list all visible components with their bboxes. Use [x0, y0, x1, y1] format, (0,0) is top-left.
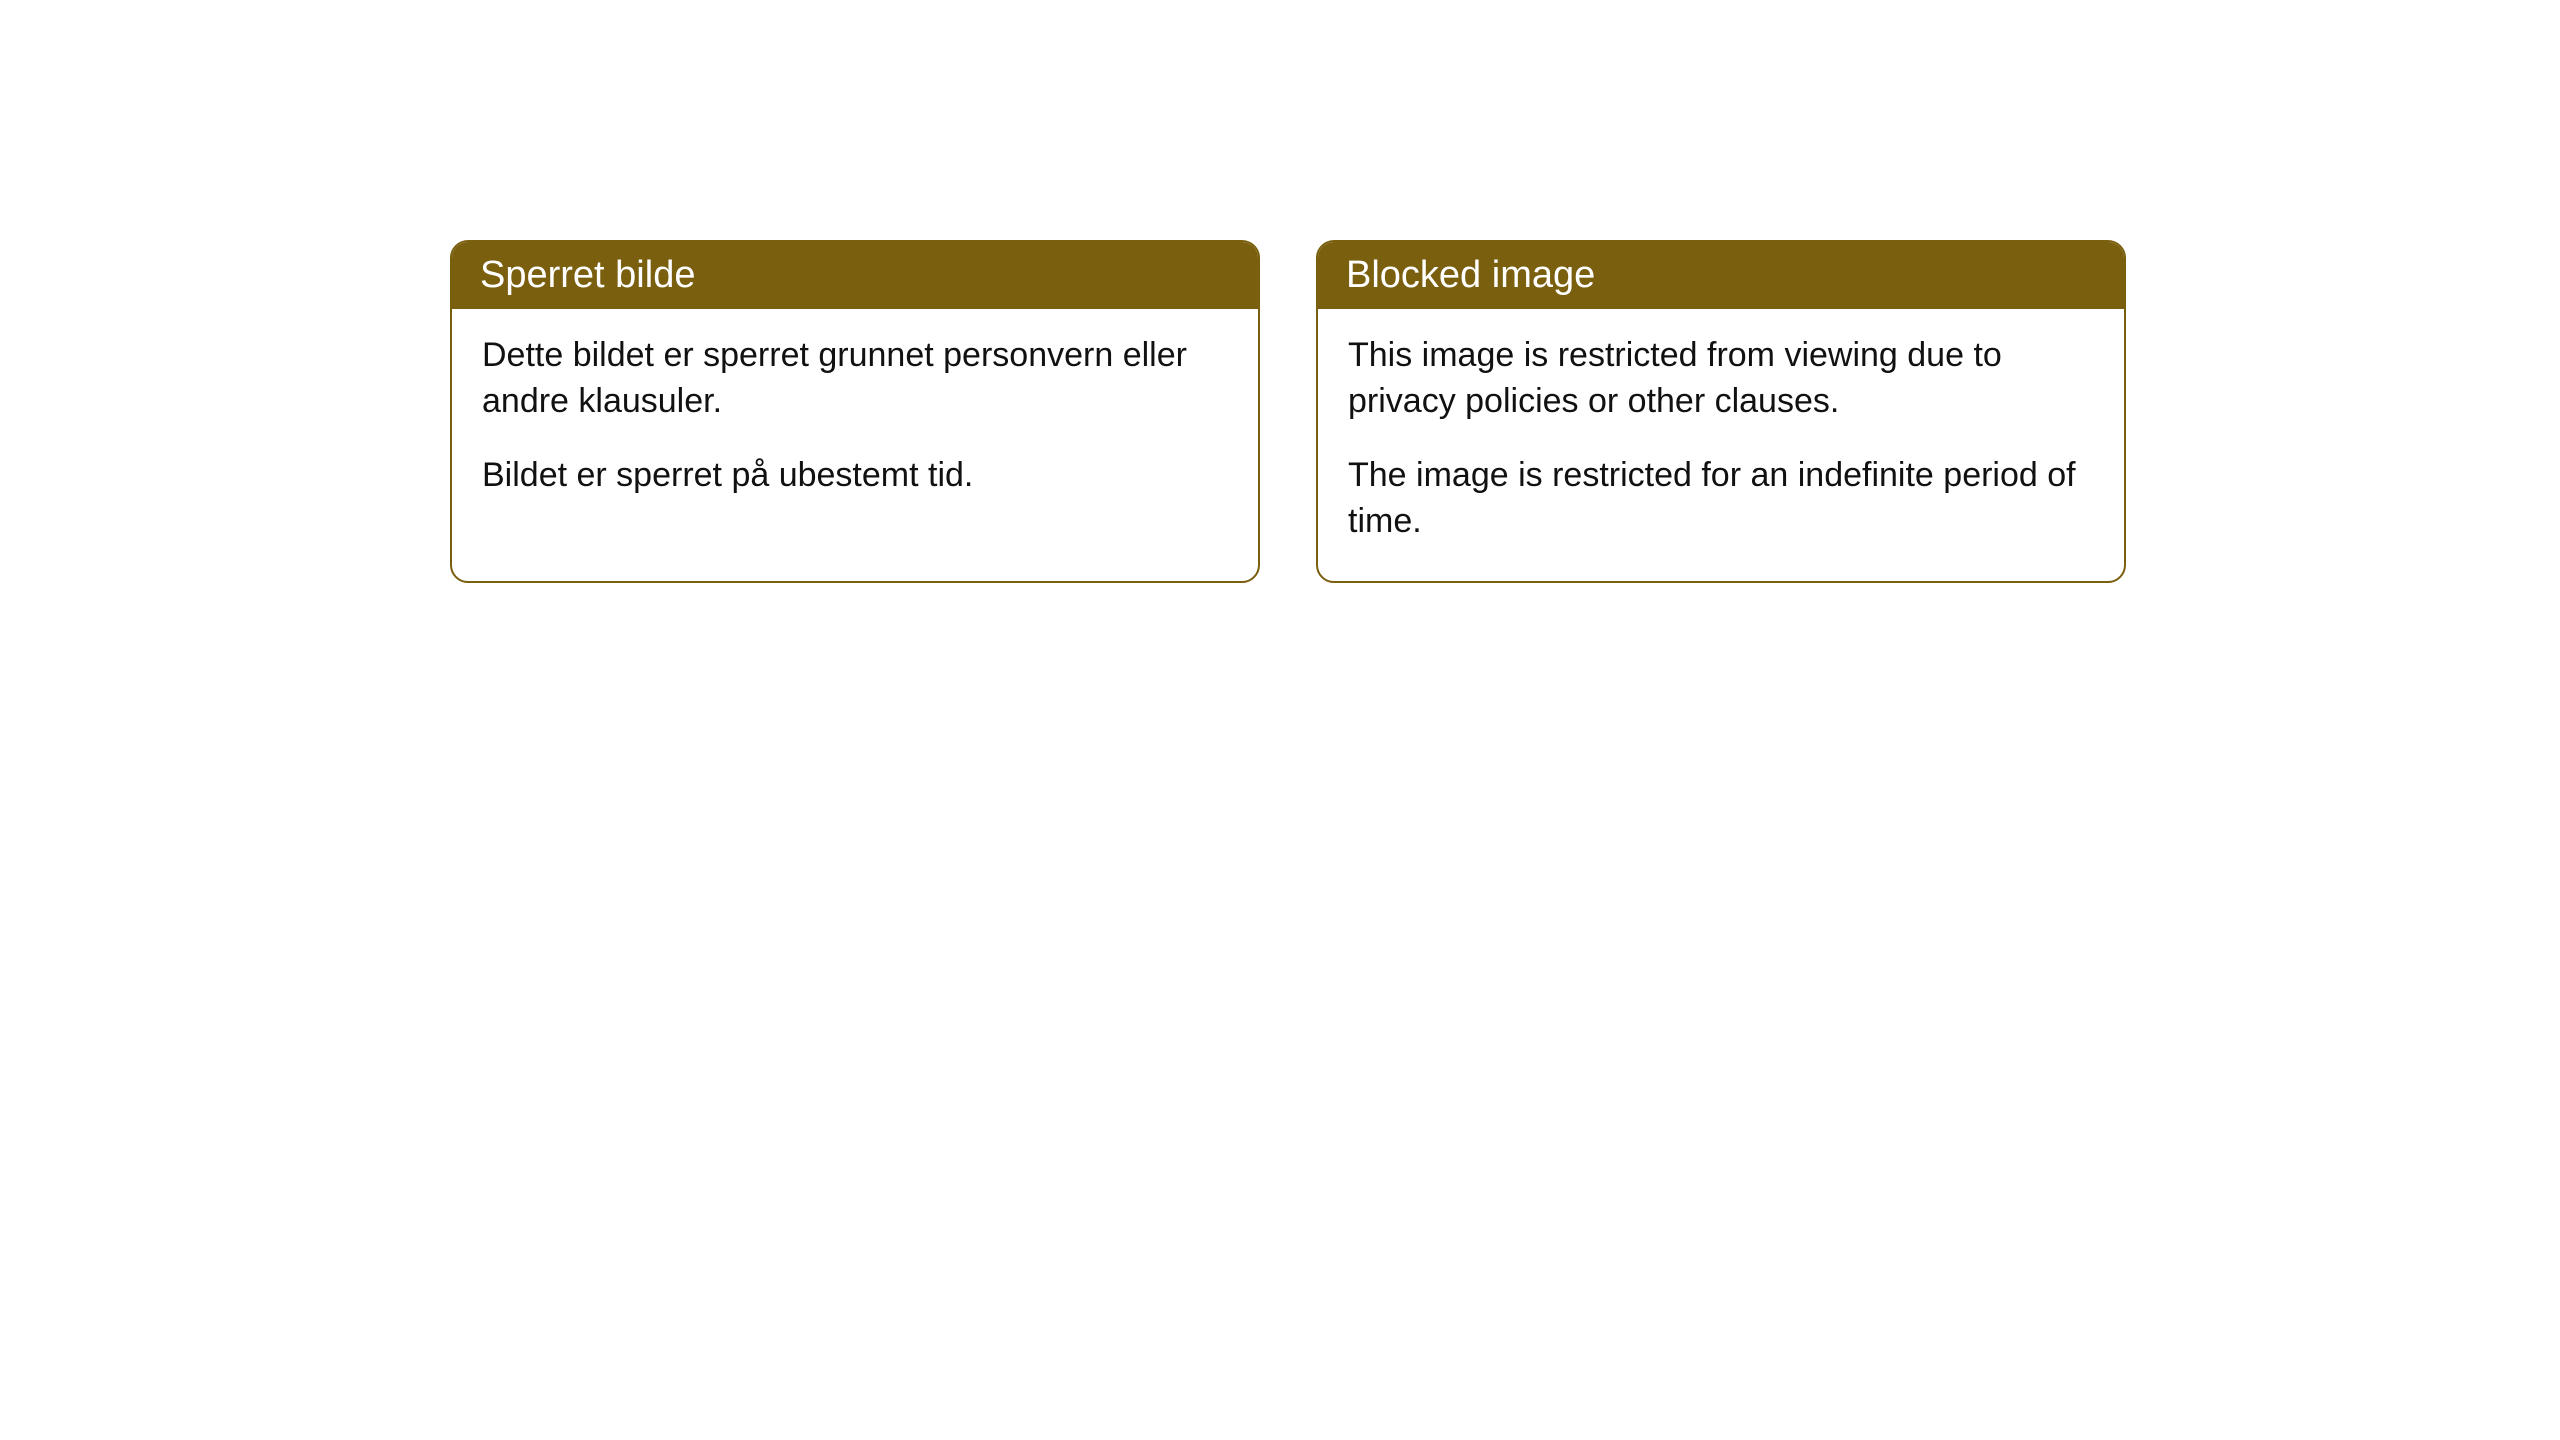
card-body-norwegian: Dette bildet er sperret grunnet personve… — [452, 309, 1258, 535]
cards-container: Sperret bilde Dette bildet er sperret gr… — [450, 240, 2126, 583]
card-text-norwegian-1: Dette bildet er sperret grunnet personve… — [482, 333, 1228, 425]
card-title-norwegian: Sperret bilde — [480, 254, 695, 296]
card-norwegian: Sperret bilde Dette bildet er sperret gr… — [450, 240, 1260, 583]
card-text-english-2: The image is restricted for an indefinit… — [1348, 453, 2094, 545]
card-text-norwegian-2: Bildet er sperret på ubestemt tid. — [482, 453, 1228, 499]
card-title-english: Blocked image — [1346, 254, 1595, 296]
card-header-norwegian: Sperret bilde — [452, 242, 1258, 309]
card-english: Blocked image This image is restricted f… — [1316, 240, 2126, 583]
card-body-english: This image is restricted from viewing du… — [1318, 309, 2124, 581]
card-text-english-1: This image is restricted from viewing du… — [1348, 333, 2094, 425]
card-header-english: Blocked image — [1318, 242, 2124, 309]
